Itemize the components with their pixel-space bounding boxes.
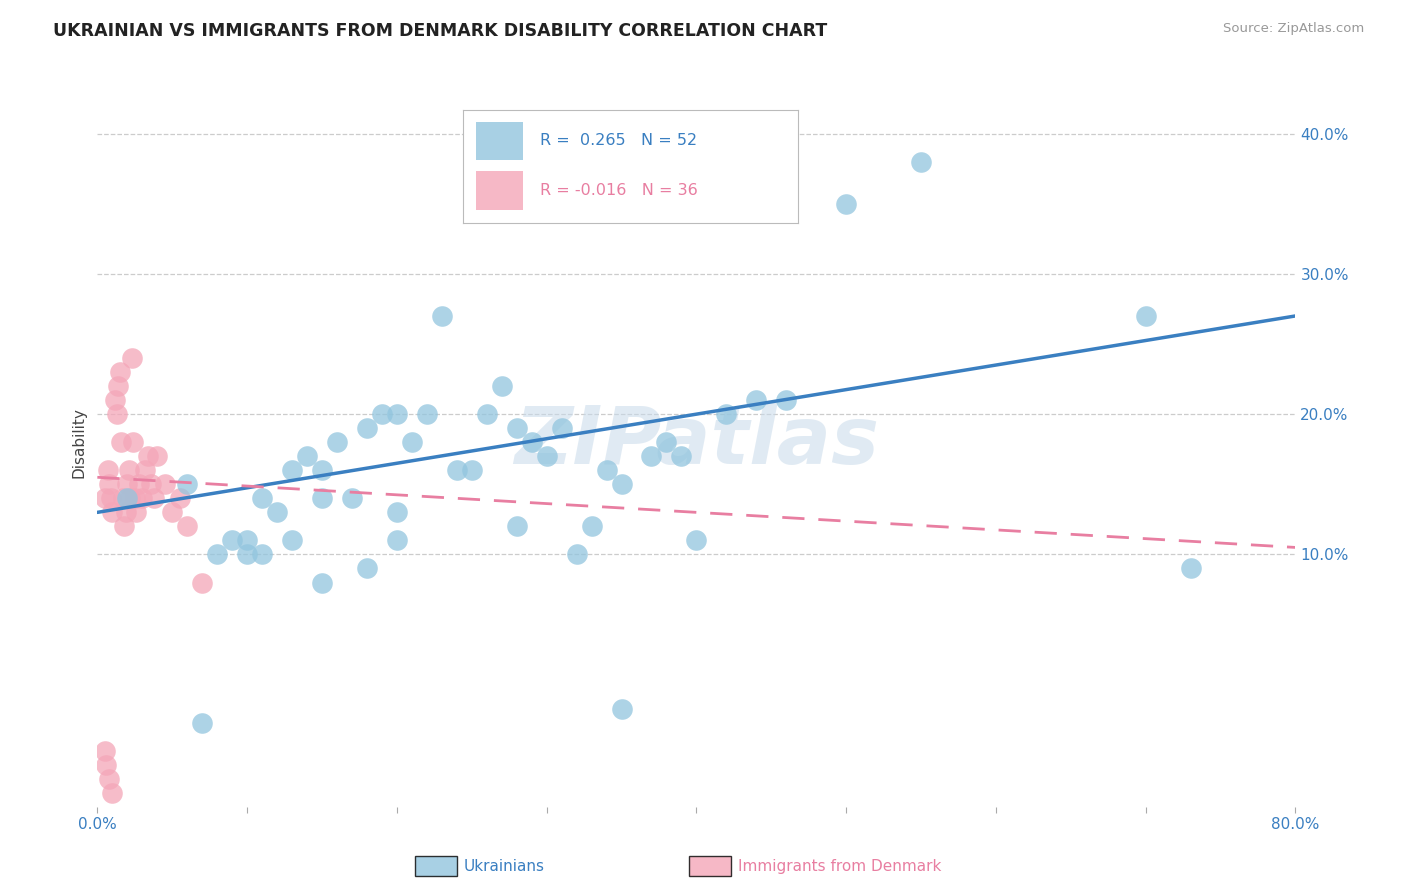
Text: Immigrants from Denmark: Immigrants from Denmark (738, 859, 942, 873)
Point (221, 533, 243, 548)
Point (250, 548, 273, 562)
Text: ZIPatlas: ZIPatlas (515, 403, 879, 481)
Point (685, 533, 707, 548)
Point (191, 715, 214, 730)
Point (610, 702, 633, 716)
Point (745, 393, 768, 408)
Point (143, 491, 166, 506)
Point (311, 491, 333, 506)
Point (430, 309, 453, 323)
Point (491, 379, 513, 393)
Point (124, 491, 146, 506)
Point (110, 435, 132, 450)
Point (311, 575, 333, 590)
Point (565, 548, 588, 562)
Point (121, 351, 143, 365)
Point (475, 407, 498, 421)
Point (655, 435, 678, 450)
Point (640, 449, 662, 463)
Y-axis label: Disability: Disability (72, 407, 86, 477)
Point (97, 463, 120, 477)
Point (146, 449, 169, 463)
Point (550, 421, 572, 435)
Point (536, 449, 558, 463)
Point (153, 477, 176, 491)
Point (111, 491, 134, 506)
Point (122, 435, 145, 450)
Point (117, 477, 139, 491)
Point (356, 561, 378, 575)
Point (326, 435, 349, 450)
Point (236, 533, 259, 548)
Point (595, 463, 617, 477)
Point (520, 435, 543, 450)
Point (311, 463, 333, 477)
Point (416, 407, 439, 421)
Point (295, 449, 318, 463)
Point (101, 505, 124, 519)
Point (107, 379, 129, 393)
Point (356, 421, 378, 435)
Point (205, 548, 228, 562)
Point (125, 505, 148, 519)
Point (835, 196, 858, 211)
Point (98, 477, 121, 491)
Point (461, 463, 484, 477)
Point (266, 505, 288, 519)
Point (191, 575, 214, 590)
Point (108, 365, 131, 379)
Point (385, 407, 408, 421)
Point (120, 491, 142, 506)
Point (385, 533, 408, 548)
Point (114, 505, 136, 519)
Point (117, 491, 139, 506)
Point (96, 758, 118, 772)
Point (910, 154, 932, 169)
Point (176, 477, 198, 491)
Point (340, 491, 363, 506)
Point (141, 477, 163, 491)
Point (128, 477, 150, 491)
Point (385, 505, 408, 519)
Point (610, 477, 633, 491)
Text: Ukrainians: Ukrainians (464, 859, 546, 873)
Point (94, 491, 117, 506)
Point (105, 407, 128, 421)
Point (160, 505, 183, 519)
Point (176, 519, 198, 533)
Point (281, 463, 304, 477)
Point (371, 407, 394, 421)
Point (104, 393, 127, 408)
Point (101, 786, 124, 800)
Point (112, 519, 135, 533)
Point (1180, 561, 1202, 575)
Point (716, 407, 738, 421)
Point (100, 491, 122, 506)
Text: Source: ZipAtlas.com: Source: ZipAtlas.com (1223, 22, 1364, 36)
Point (134, 463, 156, 477)
Point (118, 463, 141, 477)
Point (136, 449, 159, 463)
Point (281, 533, 304, 548)
Point (505, 421, 527, 435)
Point (401, 435, 423, 450)
Point (1135, 309, 1157, 323)
Point (94, 744, 117, 758)
Point (581, 519, 603, 533)
Point (446, 463, 468, 477)
Point (505, 519, 527, 533)
Point (98, 772, 121, 786)
Point (250, 491, 273, 506)
Point (131, 491, 153, 506)
Point (169, 491, 191, 506)
Point (775, 393, 797, 408)
Point (671, 449, 693, 463)
Point (236, 548, 259, 562)
Text: UKRAINIAN VS IMMIGRANTS FROM DENMARK DISABILITY CORRELATION CHART: UKRAINIAN VS IMMIGRANTS FROM DENMARK DIS… (53, 22, 828, 40)
